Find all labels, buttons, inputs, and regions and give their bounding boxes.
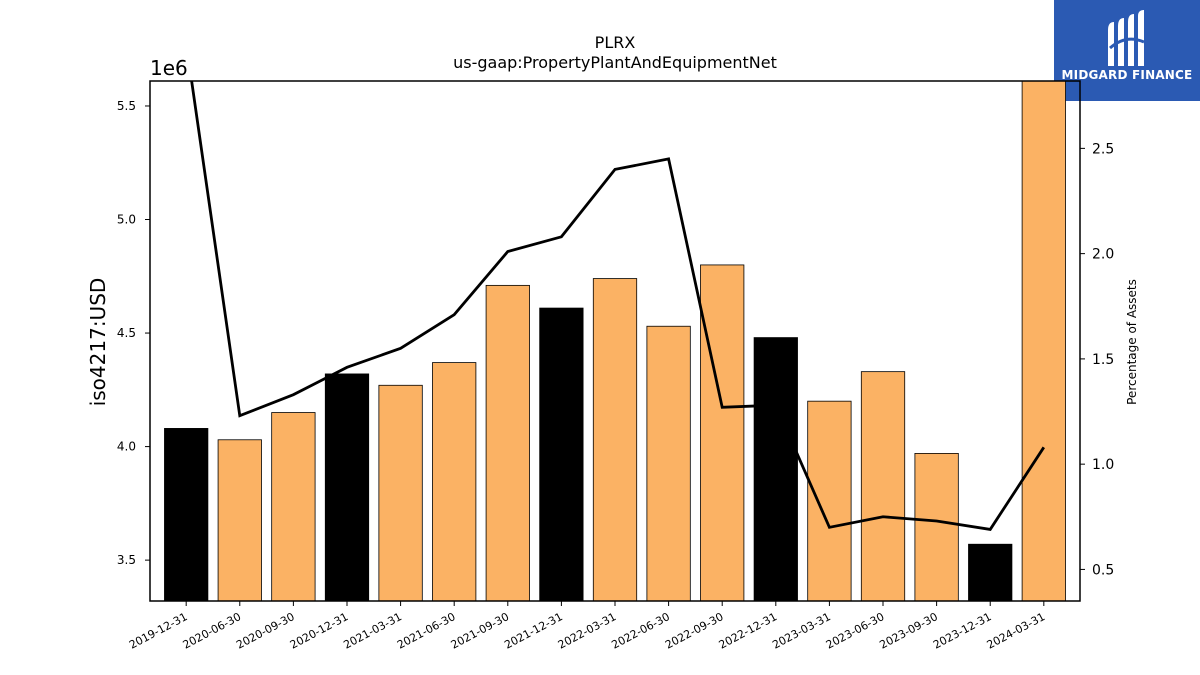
bar-2024-03-31 bbox=[1021, 80, 1066, 602]
bar-2021-03-31 bbox=[378, 384, 423, 602]
x-tick-label: 2022-09-30 bbox=[663, 610, 726, 651]
x-tick-label: 2021-09-30 bbox=[449, 610, 512, 651]
plot-frame bbox=[149, 80, 1081, 602]
y-tick-label: 5.0 bbox=[117, 213, 136, 227]
x-tick-label: 2024-03-31 bbox=[985, 610, 1048, 651]
x-tick-label: 2023-12-31 bbox=[931, 610, 994, 651]
logo-mark-icon bbox=[1108, 10, 1145, 66]
bar-2023-12-31 bbox=[968, 543, 1013, 602]
y2-tick-label: 2.0 bbox=[1092, 247, 1114, 263]
bar-2023-06-30 bbox=[860, 371, 906, 602]
brand-logo: MIDGARD FINANCE bbox=[1054, 0, 1200, 101]
bar-2023-03-31 bbox=[807, 400, 852, 602]
chart-subtitle: us-gaap:PropertyPlantAndEquipmentNet bbox=[453, 53, 777, 72]
x-tick-label: 2020-06-30 bbox=[181, 610, 244, 651]
bar-2022-12-31 bbox=[753, 337, 798, 602]
bar-2020-12-31 bbox=[324, 373, 370, 602]
y2-axis-label: Percentage of Assets bbox=[1125, 279, 1139, 405]
bar-2021-12-31 bbox=[539, 307, 584, 602]
y-tick-label: 3.5 bbox=[117, 553, 136, 567]
bar-2022-03-31 bbox=[592, 278, 638, 602]
bar-2022-06-30 bbox=[646, 325, 691, 602]
y2-tick-label: 0.5 bbox=[1092, 562, 1114, 578]
bars-layer bbox=[164, 80, 1066, 602]
y2-tick-label: 2.5 bbox=[1092, 141, 1114, 157]
bar-2022-09-30 bbox=[700, 264, 745, 602]
x-tick-label: 2020-09-30 bbox=[234, 610, 297, 651]
x-tick-label: 2023-03-31 bbox=[770, 610, 833, 651]
bar-2019-12-31 bbox=[164, 428, 209, 602]
x-tick-label: 2022-03-31 bbox=[556, 610, 619, 651]
bar-2021-09-30 bbox=[485, 284, 530, 602]
chart-title: PLRX bbox=[595, 33, 636, 52]
x-tick-label: 2022-06-30 bbox=[609, 610, 672, 651]
bar-2020-09-30 bbox=[271, 412, 316, 602]
x-tick-label: 2022-12-31 bbox=[717, 610, 780, 651]
y-multiplier-label: 1e6 bbox=[150, 56, 188, 80]
logo-text: MIDGARD FINANCE bbox=[1061, 68, 1193, 82]
x-tick-label: 2021-12-31 bbox=[502, 610, 565, 651]
x-tick-label: 2019-12-31 bbox=[127, 610, 190, 651]
y2-tick-label: 1.5 bbox=[1092, 352, 1114, 368]
percentage-line bbox=[190, 81, 1045, 531]
x-tick-label: 2021-06-30 bbox=[395, 610, 458, 651]
bar-2021-06-30 bbox=[432, 362, 477, 602]
x-tick-label: 2021-03-31 bbox=[341, 610, 404, 651]
bar-2023-09-30 bbox=[914, 453, 959, 602]
x-tick-label: 2023-06-30 bbox=[824, 610, 887, 651]
y-axis-label: iso4217:USD bbox=[86, 278, 110, 407]
bar-2020-06-30 bbox=[217, 439, 262, 602]
y-tick-label: 5.5 bbox=[117, 99, 136, 113]
x-tick-label: 2023-09-30 bbox=[877, 610, 940, 651]
y2-tick-label: 1.0 bbox=[1092, 457, 1114, 473]
y-tick-label: 4.5 bbox=[117, 326, 136, 340]
x-tick-label: 2020-12-31 bbox=[288, 610, 351, 651]
line-layer bbox=[190, 81, 1045, 531]
y-tick-label: 4.0 bbox=[117, 440, 136, 454]
